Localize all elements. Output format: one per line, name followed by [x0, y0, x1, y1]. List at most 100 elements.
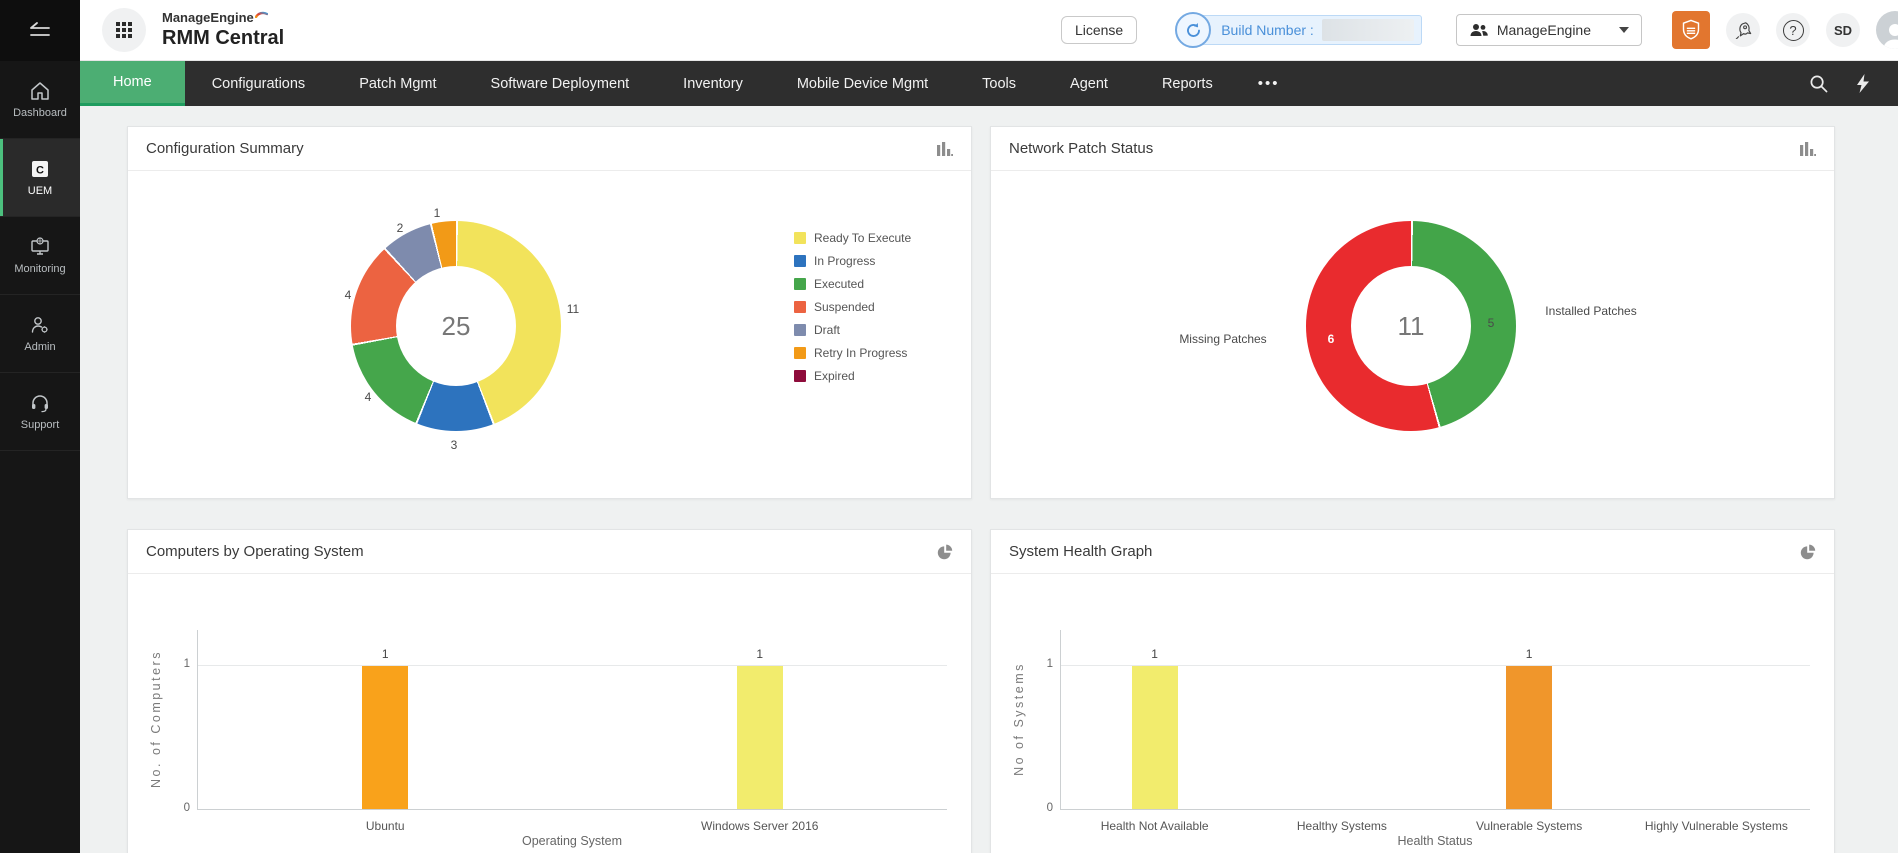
sidebar-item-label: UEM [27, 184, 53, 197]
chart-type-button[interactable] [937, 141, 953, 156]
segment-value-label: 2 [396, 221, 404, 235]
legend-label: Expired [814, 369, 855, 383]
sidebar-item-label: Support [20, 418, 60, 431]
user-initials-badge[interactable]: SD [1826, 13, 1860, 47]
gridline [1061, 664, 1810, 666]
bar-value-label: 1 [1525, 646, 1533, 661]
bar-chart-icon [937, 141, 953, 156]
bar-slot-health-not-available: 1 Health Not Available [1061, 630, 1248, 833]
quick-actions-button[interactable] [1856, 74, 1870, 93]
users-icon [1470, 23, 1488, 36]
search-icon [1810, 75, 1828, 93]
card-title: Network Patch Status [1009, 140, 1154, 157]
chart-type-button[interactable] [1800, 141, 1816, 156]
tab-agent[interactable]: Agent [1070, 75, 1108, 92]
bar-slot-vulnerable-systems: 1 Vulnerable Systems [1436, 630, 1623, 833]
bar-vulnerable-systems[interactable] [1506, 665, 1553, 809]
sidebar-item-label: Monitoring [14, 262, 66, 275]
legend-swatch [794, 255, 806, 267]
whats-new-button[interactable] [1726, 13, 1760, 47]
legend-swatch [794, 232, 806, 244]
bar-slot-highly-vulnerable-systems: Highly Vulnerable Systems [1623, 630, 1810, 833]
card-title: System Health Graph [1009, 543, 1153, 560]
segment-value-label: 4 [344, 288, 352, 302]
build-number-redacted [1321, 19, 1414, 41]
segment-value-label: 6 [1327, 332, 1335, 346]
sidebar: Dashboard C UEM Monitoring Admin [0, 0, 80, 853]
svg-text:C: C [36, 164, 44, 176]
y-axis-label: No. of Computers [149, 650, 163, 788]
dashboard-content: Configuration Summary 25 11 3 4 4 2 1 Re… [80, 106, 1898, 853]
category-label: Health Not Available [1100, 819, 1209, 833]
nav-more-button[interactable]: ••• [1257, 75, 1280, 92]
user-avatar[interactable] [1876, 11, 1898, 49]
legend-item[interactable]: Expired [794, 367, 911, 385]
segment-value-label: 4 [364, 390, 372, 404]
sidebar-item-uem[interactable]: C UEM [0, 139, 80, 217]
legend-label: Ready To Execute [814, 231, 912, 245]
legend-item[interactable]: Ready To Execute [794, 229, 911, 247]
refresh-icon [1186, 22, 1200, 37]
org-dropdown[interactable]: ManageEngine [1455, 14, 1642, 46]
chevron-down-icon [1619, 27, 1629, 33]
build-number-label: Build Number : [1221, 22, 1314, 38]
category-label: Vulnerable Systems [1475, 819, 1583, 833]
sidebar-item-dashboard[interactable]: Dashboard [0, 61, 80, 139]
health-bar-chart-plot[interactable]: 1 Health Not Available Healthy Systems 1 Vul… [1060, 630, 1810, 833]
help-button[interactable]: ? [1776, 13, 1810, 47]
security-shield-button[interactable] [1672, 11, 1710, 49]
collapse-sidebar-icon [30, 21, 50, 36]
legend-item[interactable]: Suspended [794, 298, 911, 316]
headset-icon [32, 394, 48, 412]
bar-ubuntu[interactable] [362, 665, 409, 809]
legend-item[interactable]: In Progress [794, 252, 911, 270]
segment-value-label: 5 [1487, 316, 1495, 330]
category-label: Healthy Systems [1296, 819, 1387, 833]
app-launcher-button[interactable] [102, 8, 146, 52]
license-button[interactable]: License [1060, 16, 1138, 44]
card-title: Computers by Operating System [146, 543, 364, 560]
collapse-sidebar-button[interactable] [0, 0, 80, 61]
donut-center: 11 [1351, 266, 1471, 386]
tab-configurations[interactable]: Configurations [211, 75, 306, 92]
sidebar-item-monitoring[interactable]: Monitoring [0, 217, 80, 295]
tab-software-deployment[interactable]: Software Deployment [490, 75, 630, 92]
brand-swoosh-icon [254, 12, 268, 19]
tab-reports[interactable]: Reports [1161, 75, 1213, 92]
legend-item[interactable]: Executed [794, 275, 911, 293]
chart-type-button[interactable] [937, 544, 953, 560]
sidebar-item-support[interactable]: Support [0, 373, 80, 451]
legend-label: Suspended [814, 300, 875, 314]
pie-chart-icon [937, 544, 953, 559]
gridline [198, 664, 947, 666]
tab-patch-mgmt[interactable]: Patch Mgmt [359, 75, 437, 92]
tab-home[interactable]: Home [80, 61, 185, 106]
tab-mobile-device-mgmt[interactable]: Mobile Device Mgmt [796, 75, 929, 92]
sidebar-item-admin[interactable]: Admin [0, 295, 80, 373]
product-logo[interactable]: ManageEngine RMM Central [162, 11, 285, 49]
bar-slot-ubuntu: 1 Ubuntu [198, 630, 573, 833]
bar-slot-windows-server-2016: 1 Windows Server 2016 [573, 630, 948, 833]
product-name: RMM Central [162, 26, 285, 49]
card-title: Configuration Summary [146, 140, 304, 157]
refresh-button[interactable] [1175, 12, 1212, 48]
admin-gear-icon [31, 316, 48, 333]
legend-item[interactable]: Draft [794, 321, 911, 339]
org-dropdown-value: ManageEngine [1496, 22, 1591, 38]
tab-tools[interactable]: Tools [982, 75, 1017, 92]
category-label: Windows Server 2016 [701, 819, 819, 833]
donut-total: 11 [1397, 310, 1425, 341]
bar-value-label: 1 [381, 646, 389, 661]
bar-health-not-available[interactable] [1131, 665, 1178, 809]
chart-type-button[interactable] [1800, 544, 1816, 560]
search-button[interactable] [1809, 74, 1828, 93]
legend-swatch [794, 278, 806, 290]
os-bar-chart-plot[interactable]: 1 Ubuntu 1 Windows Server 2016 [197, 630, 948, 833]
y-tick: 1 [183, 658, 190, 670]
donut-center: 25 [396, 266, 516, 386]
bar-windows-server-2016[interactable] [736, 665, 783, 809]
legend-item[interactable]: Retry In Progress [794, 344, 911, 362]
question-mark-icon: ? [1782, 19, 1804, 41]
tab-inventory[interactable]: Inventory [683, 75, 743, 92]
bar-chart-icon [1800, 141, 1816, 156]
